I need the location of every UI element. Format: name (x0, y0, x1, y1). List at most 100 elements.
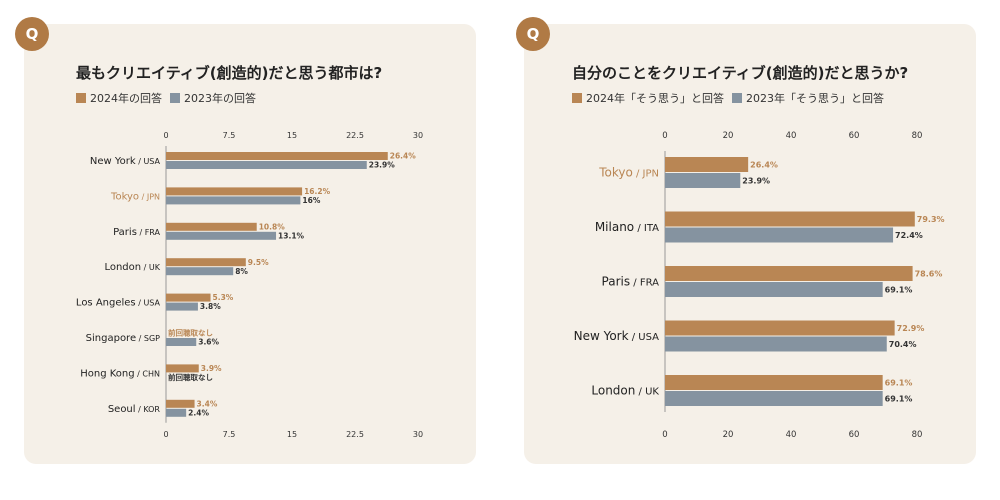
legend-item-2024: 2024年の回答 (76, 90, 162, 106)
category-city-1-3: New York (574, 329, 629, 343)
data-label-1-2023-4: 69.1% (885, 394, 913, 403)
category-label-1-0: Tokyo / JPN (598, 166, 659, 180)
category-city-0-5: Singapore (86, 333, 136, 344)
category-label-0-1: Tokyo / JPN (110, 191, 160, 202)
category-city-1-2: Paris (602, 275, 631, 289)
tick-label-0-bottom-0: 0 (163, 430, 168, 439)
data-label-0-2023-5: 3.6% (198, 338, 219, 347)
legend-item-2024-right: 2024年「そう思う」と回答 (572, 90, 724, 106)
data-label-0-2023-2: 13.1% (278, 231, 305, 240)
tick-label-1-top-0: 0 (662, 131, 667, 141)
data-label-1-2023-0: 23.9% (742, 176, 770, 185)
data-label-0-2024-4: 5.3% (213, 293, 234, 302)
tick-label-1-top-4: 80 (912, 131, 923, 141)
bar-0-2023-5 (166, 338, 197, 346)
question-badge-right: Q (516, 17, 550, 51)
legend-item-2023: 2023年の回答 (170, 90, 256, 106)
tick-label-0-top-2: 15 (287, 131, 297, 140)
bar-0-2024-7 (166, 399, 195, 408)
category-label-0-3: London / UK (104, 262, 160, 273)
legend-item-2023-right: 2023年「そう思う」と回答 (732, 90, 884, 106)
category-country-0-6: CHN (142, 369, 160, 378)
category-separator-1-0: / (633, 169, 643, 180)
category-label-0-5: Singapore / SGP (86, 333, 161, 344)
data-label-1-2024-1: 79.3% (917, 215, 945, 224)
data-label-0-2023-1: 16% (302, 196, 320, 205)
category-city-0-7: Seoul (108, 404, 136, 415)
data-label-0-2024-0: 26.4% (390, 152, 417, 161)
tick-label-1-top-1: 20 (723, 131, 734, 141)
category-separator-1-3: / (629, 332, 639, 343)
category-city-0-2: Paris (113, 227, 137, 238)
tick-label-1-bottom-0: 0 (662, 430, 667, 440)
category-separator-0-3: / (141, 263, 149, 272)
tick-label-0-bottom-1: 7.5 (223, 430, 236, 439)
category-label-1-3: New York / USA (574, 329, 660, 343)
data-label-0-2023-7: 2.4% (188, 408, 209, 417)
tick-label-0-top-4: 30 (413, 131, 423, 140)
category-country-0-7: KOR (143, 405, 160, 414)
legend-label-2023: 2023年の回答 (184, 92, 256, 105)
bar-0-2023-3 (166, 267, 234, 276)
left-chart-title: 最もクリエイティブ(創造的)だと思う都市は? (76, 64, 383, 82)
bar-1-2024-1 (665, 211, 915, 227)
tick-label-1-bottom-2: 40 (786, 430, 797, 440)
data-label-1-2024-2: 78.6% (915, 269, 943, 278)
category-country-1-0: JPN (642, 169, 659, 180)
bar-1-2024-2 (665, 266, 913, 281)
data-label-0-2023-6: 前回聴取なし (168, 372, 213, 382)
category-separator-0-1: / (139, 192, 147, 201)
category-separator-1-1: / (634, 223, 644, 234)
data-label-1-2023-1: 72.4% (895, 231, 923, 240)
data-label-0-2024-1: 16.2% (304, 187, 331, 196)
category-label-1-4: London / UK (591, 384, 659, 398)
data-label-0-2024-7: 3.4% (197, 399, 218, 408)
tick-label-0-top-0: 0 (163, 131, 168, 140)
left-chart-legend: 2024年の回答 2023年の回答 (76, 90, 256, 106)
tick-label-0-top-3: 22.5 (346, 131, 364, 140)
category-label-0-4: Los Angeles / USA (76, 298, 161, 309)
category-country-0-5: SGP (144, 334, 160, 343)
bar-0-2023-4 (166, 302, 198, 311)
bar-1-2023-2 (665, 282, 883, 297)
bar-1-2024-0 (665, 157, 749, 172)
data-label-1-2023-3: 70.4% (889, 340, 917, 349)
bar-1-2023-1 (665, 227, 894, 243)
category-separator-1-2: / (630, 278, 640, 289)
data-label-0-2024-5: 前回聴取なし (168, 328, 213, 338)
category-country-0-0: USA (143, 157, 160, 166)
category-country-0-1: JPN (146, 192, 160, 201)
category-label-0-7: Seoul / KOR (108, 404, 161, 415)
category-city-0-4: Los Angeles (76, 298, 136, 309)
category-city-1-1: Milano (595, 220, 634, 234)
bar-1-2023-0 (665, 173, 741, 188)
category-separator-0-5: / (136, 334, 144, 343)
category-country-1-3: USA (638, 332, 659, 343)
bar-1-2023-4 (665, 391, 883, 406)
data-label-1-2023-2: 69.1% (885, 285, 913, 294)
category-city-0-0: New York (90, 156, 136, 167)
right-chart-panel (524, 24, 976, 464)
legend-swatch-2024 (76, 93, 86, 103)
tick-label-1-top-2: 40 (786, 131, 797, 141)
category-separator-0-6: / (135, 369, 143, 378)
right-chart-legend: 2024年「そう思う」と回答 2023年「そう思う」と回答 (572, 90, 884, 106)
bar-0-2024-2 (166, 222, 257, 231)
data-label-1-2024-3: 72.9% (897, 324, 925, 333)
category-label-1-1: Milano / ITA (595, 220, 659, 234)
category-separator-0-7: / (136, 405, 144, 414)
data-label-0-2024-3: 9.5% (248, 258, 269, 267)
bar-0-2023-7 (166, 408, 187, 417)
bar-1-2024-3 (665, 320, 895, 336)
bar-0-2024-3 (166, 258, 246, 267)
bar-0-2023-2 (166, 231, 277, 240)
tick-label-0-top-1: 7.5 (223, 131, 236, 140)
category-country-1-2: FRA (640, 278, 659, 289)
category-city-0-1: Tokyo (110, 191, 139, 202)
bar-0-2024-0 (166, 152, 388, 160)
legend-swatch-2023 (170, 93, 180, 103)
category-separator-1-4: / (635, 387, 645, 398)
category-city-0-6: Hong Kong (80, 368, 134, 379)
data-label-0-2023-4: 3.8% (200, 302, 221, 311)
